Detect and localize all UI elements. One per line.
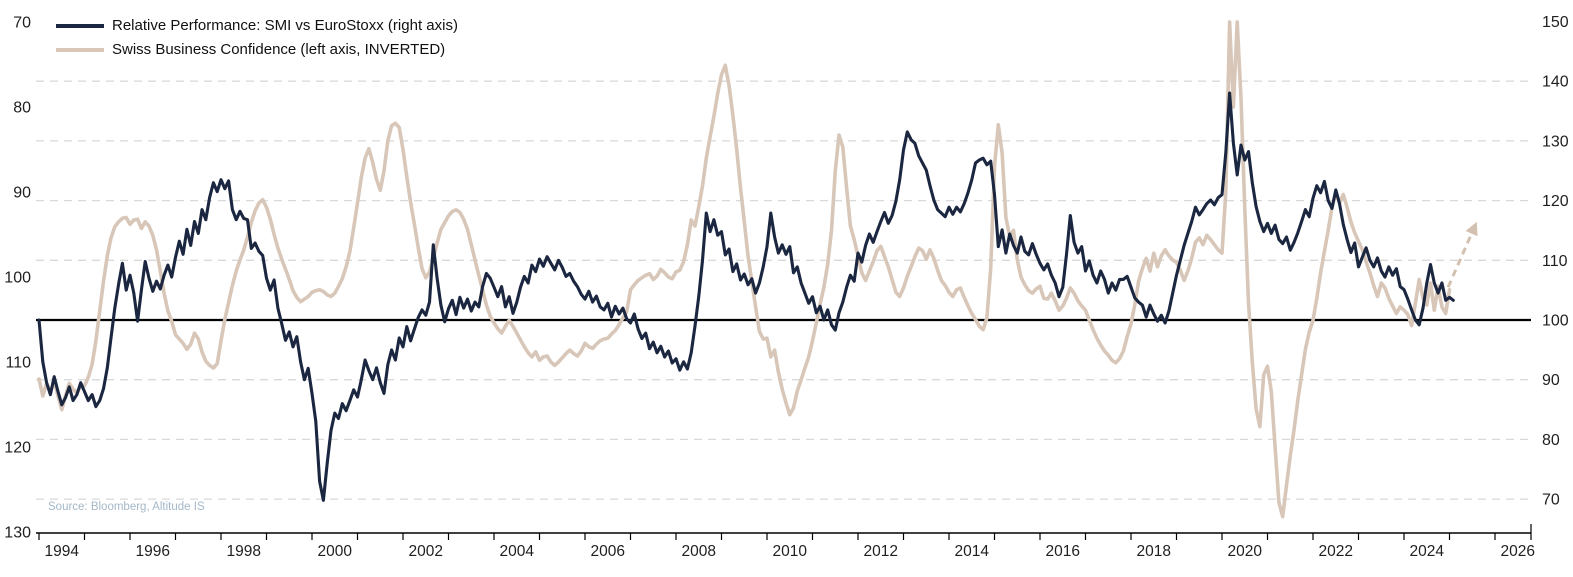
x-axis-label-2012: 2012: [864, 543, 898, 560]
x-axis-label-1994: 1994: [45, 543, 80, 560]
x-axis-label-2008: 2008: [682, 543, 716, 560]
right-axis-label-150: 150: [1542, 14, 1569, 31]
right-axis-label-120: 120: [1542, 193, 1569, 210]
x-axis-label-2000: 2000: [318, 543, 353, 560]
x-axis-label-2022: 2022: [1319, 543, 1353, 560]
legend-item-smi: Relative Performance: SMI vs EuroStoxx (…: [56, 16, 458, 35]
x-axis-label-2018: 2018: [1137, 543, 1171, 560]
source-note: Source: Bloomberg, Altitude IS: [48, 501, 205, 513]
right-axis-label-130: 130: [1542, 133, 1569, 150]
right-axis-label-110: 110: [1542, 253, 1568, 270]
left-axis-label-80: 80: [13, 100, 31, 117]
left-axis-label-110: 110: [5, 355, 31, 372]
x-axis-label-1998: 1998: [227, 543, 261, 560]
x-axis-label-2006: 2006: [591, 543, 625, 560]
right-axis-label-140: 140: [1542, 74, 1569, 91]
right-axis-label-90: 90: [1542, 372, 1560, 389]
right-axis-label-80: 80: [1542, 432, 1560, 449]
legend-swatch-smi-line: [56, 23, 104, 28]
left-axis-label-100: 100: [4, 270, 31, 287]
left-axis-label-120: 120: [4, 440, 31, 457]
legend-label-smi: Relative Performance: SMI vs EuroStoxx (…: [112, 17, 458, 34]
x-axis-label-1996: 1996: [136, 543, 170, 560]
left-axis-label-130: 130: [4, 525, 31, 542]
right-axis-label-70: 70: [1542, 492, 1560, 509]
forecast-arrow-head: [1465, 221, 1478, 237]
right-axis-label-100: 100: [1542, 313, 1569, 330]
x-axis-label-2024: 2024: [1410, 543, 1445, 560]
forecast-arrow-shaft: [1446, 230, 1475, 288]
x-axis-label-2020: 2020: [1228, 543, 1263, 560]
x-axis-label-2014: 2014: [955, 543, 990, 560]
x-axis-label-2004: 2004: [500, 543, 535, 560]
x-axis-label-2010: 2010: [773, 543, 808, 560]
left-axis-label-90: 90: [13, 185, 31, 202]
x-axis-label-2002: 2002: [409, 543, 443, 560]
x-axis-label-2026: 2026: [1501, 543, 1535, 560]
legend-swatch-confidence-line: [56, 47, 104, 52]
left-axis-label-70: 70: [13, 15, 31, 32]
legend-item-confidence: Swiss Business Confidence (left axis, IN…: [56, 40, 458, 59]
x-axis-label-2016: 2016: [1046, 543, 1080, 560]
legend-label-confidence: Swiss Business Confidence (left axis, IN…: [112, 41, 446, 58]
swiss-business-confidence-line: [37, 20, 1452, 519]
legend: Relative Performance: SMI vs EuroStoxx (…: [56, 16, 458, 59]
smi-relative-performance-line: [37, 91, 1455, 502]
